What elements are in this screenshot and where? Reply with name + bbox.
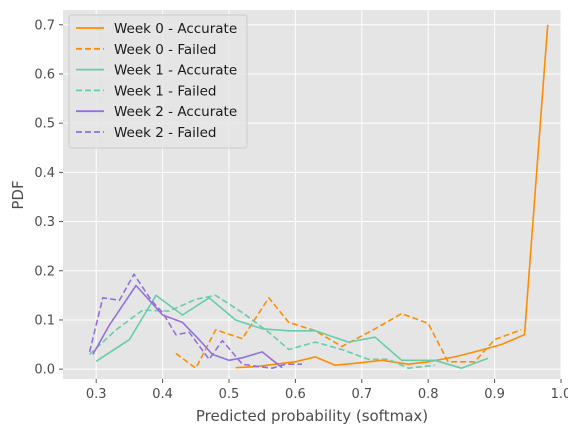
legend-label: Week 1 - Failed	[114, 83, 217, 99]
x-tick-label: 0.3	[86, 387, 107, 402]
x-axis: 0.3 0.4 0.5 0.6 0.7 0.8 0.9 1.0	[86, 379, 568, 402]
legend-box	[68, 14, 248, 149]
x-tick-label: 1.0	[551, 387, 568, 402]
y-axis-label: PDF	[9, 180, 27, 209]
y-tick-label: 0.3	[34, 215, 55, 230]
y-tick-label: 0.4	[34, 166, 55, 181]
legend-label: Week 2 - Accurate	[114, 104, 237, 120]
x-tick-label: 0.5	[219, 387, 240, 402]
legend-label: Week 0 - Failed	[114, 42, 217, 58]
series-line-4	[89, 294, 435, 370]
series-line-2	[175, 296, 522, 370]
y-axis: 0.0 0.1 0.2 0.3 0.4 0.5 0.6 0.7	[34, 18, 63, 378]
legend-label: Week 1 - Accurate	[114, 63, 237, 79]
y-tick-label: 0.2	[34, 264, 55, 279]
legend: Week 0 - Accurate Week 0 - Failed Week 1 -…	[68, 14, 248, 149]
x-tick-label: 0.6	[285, 387, 306, 402]
legend-label: Week 2 - Failed	[114, 125, 217, 141]
series-line-1	[235, 24, 549, 369]
x-axis-label: Predicted probability (softmax)	[196, 407, 428, 425]
y-tick-label: 0.1	[34, 313, 55, 328]
y-tick-label: 0.6	[34, 67, 55, 82]
x-tick-label: 0.4	[152, 387, 173, 402]
series-line-6	[88, 273, 302, 370]
y-tick-label: 0.0	[34, 363, 55, 378]
x-tick-label: 0.9	[484, 387, 505, 402]
legend-label: Week 0 - Accurate	[114, 21, 237, 37]
x-tick-label: 0.7	[351, 387, 372, 402]
x-tick-label: 0.8	[418, 387, 439, 402]
series-line-3	[95, 294, 489, 370]
series-layer	[88, 24, 549, 370]
y-tick-label: 0.5	[34, 117, 55, 132]
y-tick-label: 0.7	[34, 18, 55, 33]
series-line-5	[92, 284, 283, 369]
